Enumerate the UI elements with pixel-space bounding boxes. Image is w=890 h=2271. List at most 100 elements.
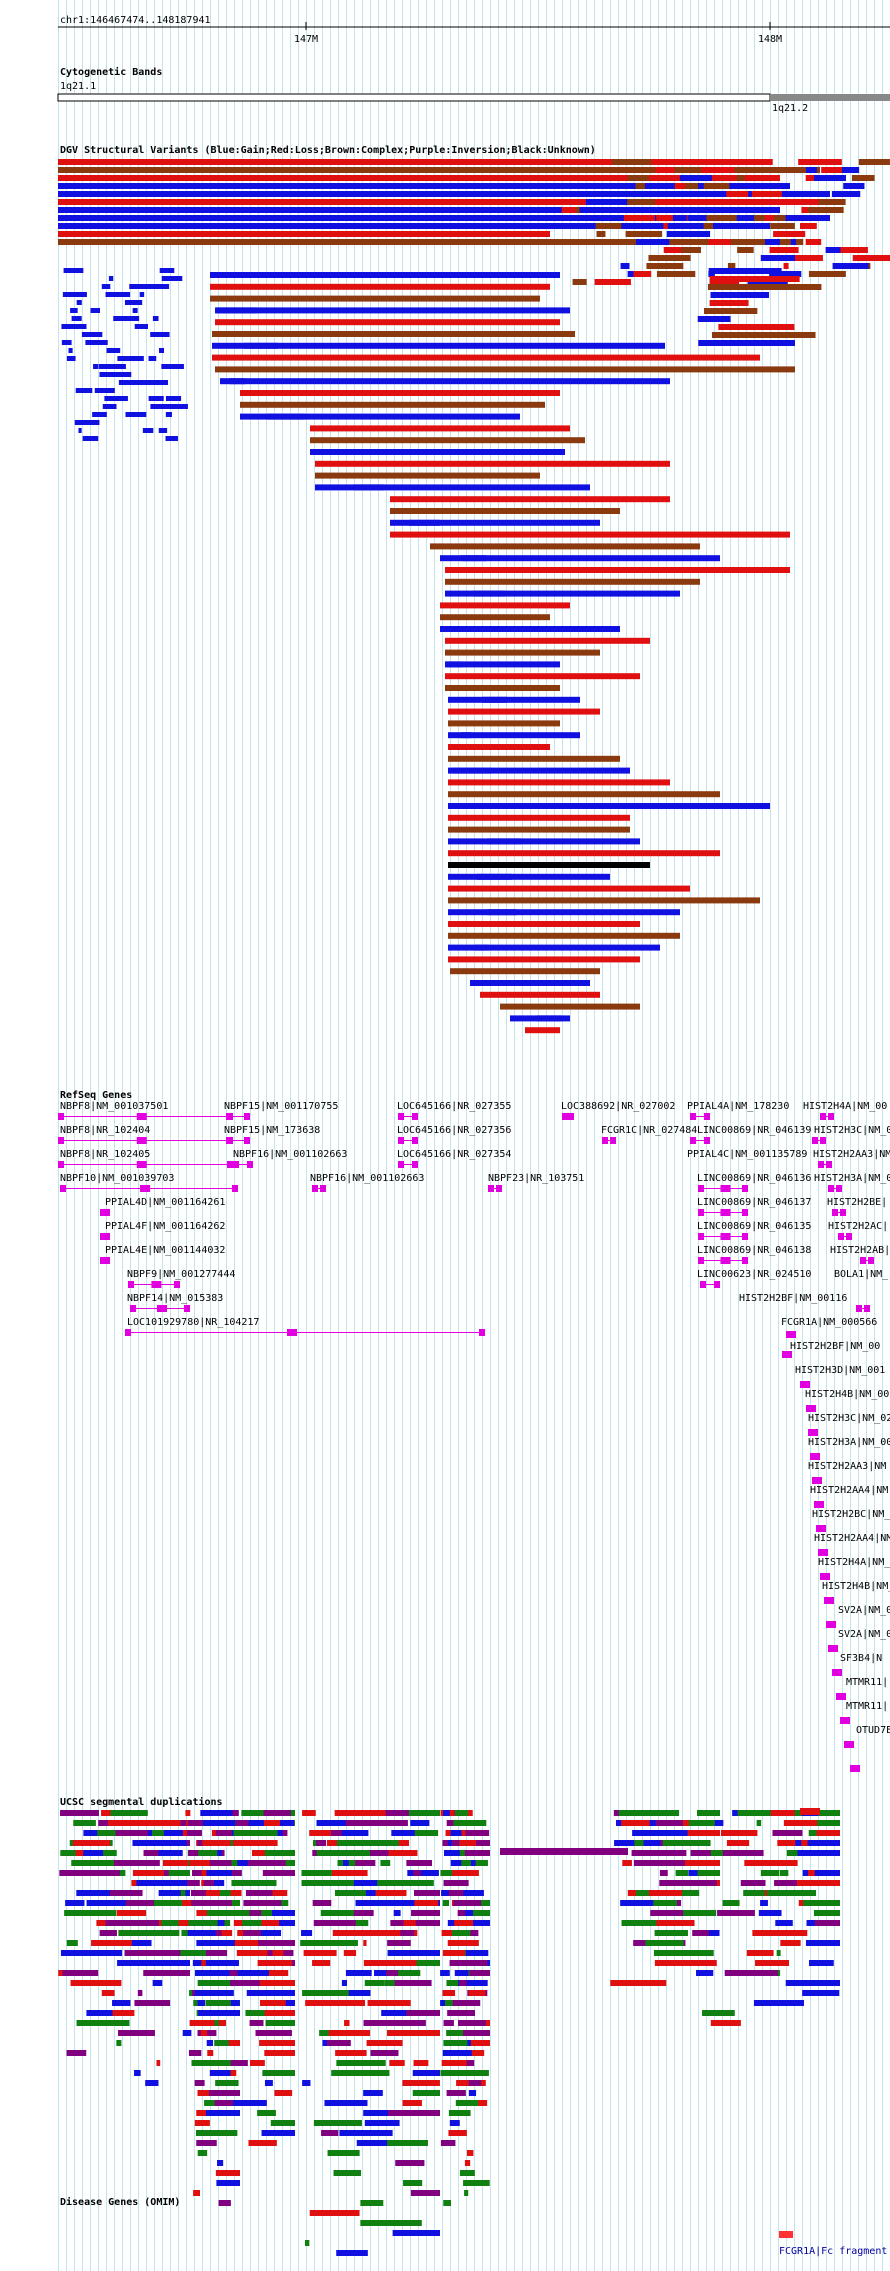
segdup-feature[interactable] (168, 1870, 190, 1876)
dgv-variant[interactable] (737, 247, 754, 253)
refseq-gene-label[interactable]: LINC00869|NR_046136 (697, 1173, 812, 1184)
refseq-exon[interactable] (742, 1233, 748, 1240)
segdup-feature[interactable] (352, 1890, 366, 1896)
segdup-feature[interactable] (465, 1910, 474, 1916)
segdup-feature[interactable] (722, 1900, 740, 1906)
dgv-variant[interactable] (150, 404, 168, 409)
dgv-variant[interactable] (679, 175, 712, 181)
dgv-variant[interactable] (75, 388, 93, 393)
dgv-variant[interactable] (102, 404, 117, 409)
segdup-feature[interactable] (726, 1840, 750, 1846)
segdup-feature[interactable] (343, 1950, 357, 1956)
segdup-feature[interactable] (134, 2000, 171, 2006)
segdup-feature[interactable] (760, 1900, 768, 1906)
segdup-feature[interactable] (453, 1900, 482, 1906)
segdup-feature[interactable] (776, 1950, 781, 1956)
segdup-feature[interactable] (449, 2120, 460, 2126)
segdup-feature[interactable] (809, 1960, 834, 1966)
segdup-feature[interactable] (247, 1890, 273, 1896)
refseq-exon[interactable] (832, 1209, 838, 1216)
segdup-feature[interactable] (687, 1830, 720, 1836)
omim-feature-label[interactable]: FCGR1A|Fc fragment (779, 2246, 888, 2257)
segdup-feature[interactable] (180, 1950, 206, 1956)
refseq-exon[interactable] (838, 1233, 844, 1240)
dgv-variant[interactable] (165, 436, 178, 441)
segdup-feature[interactable] (251, 1850, 265, 1856)
segdup-feature[interactable] (441, 1890, 449, 1896)
segdup-feature[interactable] (205, 1960, 239, 1966)
refseq-exon[interactable] (698, 1209, 704, 1216)
segdup-feature[interactable] (459, 1980, 467, 1986)
segdup-feature[interactable] (336, 2250, 368, 2256)
dgv-variant[interactable] (58, 215, 830, 221)
segdup-feature[interactable] (195, 2130, 238, 2136)
dgv-variant[interactable] (808, 271, 846, 277)
segdup-feature[interactable] (70, 1980, 122, 1986)
refseq-gene-label[interactable]: HIST2H3C|NM_02 (808, 1413, 890, 1424)
refseq-exon[interactable] (720, 1233, 731, 1240)
refseq-intron[interactable] (860, 1260, 874, 1261)
segdup-feature[interactable] (268, 2040, 275, 2046)
segdup-feature[interactable] (410, 1820, 430, 1826)
dgv-variant[interactable] (446, 661, 462, 668)
dgv-variant[interactable] (118, 380, 123, 385)
refseq-exon[interactable] (140, 1185, 151, 1192)
refseq-exon[interactable] (398, 1137, 404, 1144)
refseq-gene-label[interactable]: PPIAL4F|NM_001164262 (105, 1221, 226, 1232)
dgv-variant[interactable] (448, 909, 680, 916)
dgv-variant[interactable] (440, 602, 570, 609)
dgv-variant[interactable] (572, 279, 587, 285)
dgv-variant[interactable] (58, 159, 770, 165)
segdup-feature[interactable] (755, 1960, 790, 1966)
segdup-feature[interactable] (194, 1970, 230, 1976)
segdup-feature[interactable] (452, 2000, 481, 2006)
dgv-variant[interactable] (627, 175, 650, 181)
dgv-variant[interactable] (112, 372, 132, 377)
segdup-feature[interactable] (146, 1820, 190, 1826)
dgv-variant[interactable] (632, 199, 656, 205)
refseq-exon[interactable] (850, 1765, 856, 1772)
refseq-gene-label[interactable]: BOLA1|NM_ (834, 1269, 889, 1280)
dgv-variant[interactable] (813, 175, 846, 181)
segdup-feature[interactable] (335, 2050, 367, 2056)
refseq-exon[interactable] (820, 1113, 826, 1120)
segdup-feature[interactable] (200, 2030, 208, 2036)
refseq-exon[interactable] (824, 1597, 830, 1604)
segdup-feature[interactable] (265, 2020, 295, 2026)
segdup-feature[interactable] (780, 1940, 801, 1946)
segdup-feature[interactable] (328, 2030, 371, 2036)
segdup-feature[interactable] (203, 1880, 215, 1886)
segdup-feature[interactable] (86, 2010, 125, 2016)
segdup-feature[interactable] (249, 2020, 264, 2026)
segdup-feature[interactable] (334, 1810, 390, 1816)
segdup-feature[interactable] (205, 2000, 240, 2006)
segdup-feature[interactable] (270, 2120, 295, 2126)
refseq-intron[interactable] (398, 1140, 418, 1141)
refseq-exon[interactable] (174, 1281, 180, 1288)
refseq-exon[interactable] (810, 1453, 816, 1460)
dgv-variant[interactable] (646, 263, 684, 269)
segdup-feature[interactable] (195, 1880, 200, 1886)
dgv-variant[interactable] (643, 167, 663, 173)
segdup-feature[interactable] (692, 1930, 716, 1936)
dgv-variant[interactable] (595, 279, 623, 285)
dgv-variant[interactable] (708, 268, 782, 274)
refseq-exon[interactable] (698, 1185, 704, 1192)
refseq-exon[interactable] (714, 1281, 720, 1288)
segdup-feature[interactable] (257, 2110, 276, 2116)
dgv-variant[interactable] (858, 159, 890, 165)
segdup-feature[interactable] (743, 1890, 773, 1896)
segdup-feature[interactable] (216, 2180, 240, 2186)
segdup-feature[interactable] (464, 1850, 490, 1856)
refseq-exon[interactable] (151, 1281, 162, 1288)
segdup-feature[interactable] (83, 1850, 104, 1856)
segdup-feature[interactable] (363, 2020, 388, 2026)
refseq-intron[interactable] (820, 1116, 834, 1117)
segdup-feature[interactable] (249, 2060, 265, 2066)
dgv-variant[interactable] (134, 324, 148, 329)
refseq-exon[interactable] (824, 1573, 830, 1580)
segdup-feature[interactable] (447, 1890, 477, 1896)
refseq-exon[interactable] (818, 1549, 824, 1556)
segdup-feature[interactable] (321, 2130, 339, 2136)
refseq-exon[interactable] (818, 1501, 824, 1508)
